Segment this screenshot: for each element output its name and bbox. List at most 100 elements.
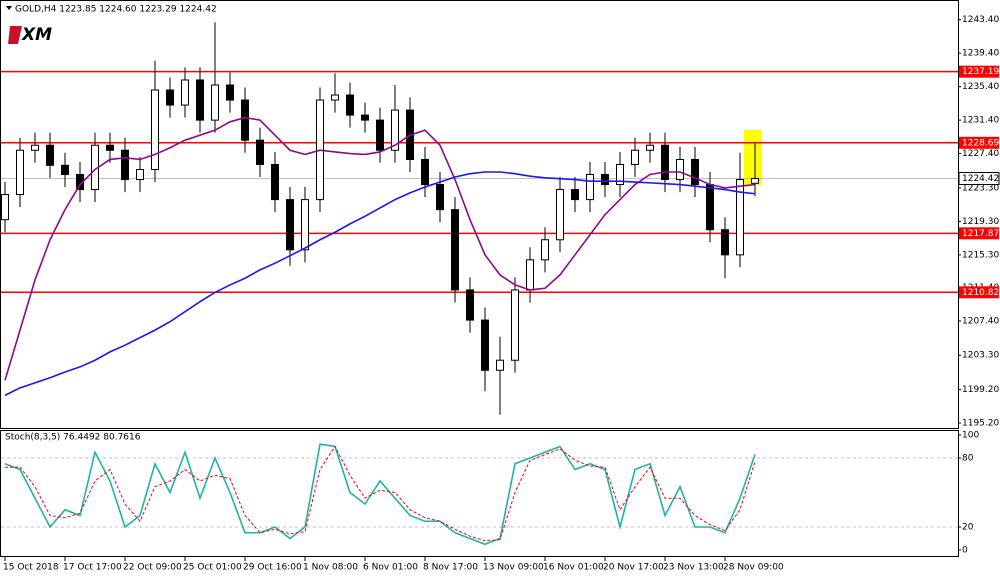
y-tick-label: 1203.30: [962, 351, 999, 361]
candle-body: [586, 174, 594, 201]
candle-body: [706, 184, 714, 231]
candle-body: [301, 199, 309, 251]
candle-body: [181, 79, 189, 106]
candle-body: [166, 89, 174, 106]
x-tick-label: 15 Oct 2018: [3, 563, 59, 573]
candle-body: [376, 119, 384, 151]
level-label-box: [959, 286, 999, 299]
x-tick-label: 1 Nov 08:00: [303, 563, 358, 573]
x-tick-label: 22 Oct 09:00: [123, 563, 182, 573]
candle-body: [661, 144, 669, 181]
y-tick-label: 1235.40: [962, 82, 999, 92]
x-tick-label: 29 Oct 16:00: [243, 563, 302, 573]
y-tick-label: 1219.30: [962, 217, 999, 227]
candle-body: [151, 89, 159, 170]
candle-body: [736, 179, 744, 256]
candle-body: [226, 84, 234, 101]
candle-body: [616, 163, 624, 186]
candle-body: [361, 114, 369, 121]
y-tick-label: 1231.40: [962, 116, 999, 126]
chart-header: GOLD,H4 1223.85 1224.60 1223.29 1224.42: [15, 5, 217, 15]
x-tick-label: 20 Nov 17:00: [603, 563, 664, 573]
menu-arrow: [6, 6, 12, 10]
y-tick-label: 1195.20: [962, 418, 999, 428]
candle-body: [601, 174, 609, 186]
indicator-line: [5, 445, 756, 542]
logo: XM: [8, 25, 52, 45]
y-tick-label: 1227.40: [962, 149, 999, 159]
candle-body: [106, 144, 114, 151]
candle-body: [16, 149, 24, 196]
x-tick-label: 23 Nov 13:00: [663, 563, 724, 573]
logo-mark: [8, 26, 22, 44]
candle-body: [451, 209, 459, 291]
y-tick-label: 1215.30: [962, 250, 999, 260]
x-tick-label: 6 Nov 01:00: [363, 563, 418, 573]
candle-body: [46, 144, 54, 166]
y-tick-label: 0: [962, 546, 968, 556]
level-label: 1217.87: [962, 229, 999, 239]
y-tick-label: 100: [962, 431, 979, 441]
candle-body: [526, 259, 534, 291]
candle-body: [256, 139, 264, 165]
indicator-line: [4, 443, 756, 546]
candle-body: [331, 94, 339, 101]
x-tick-label: 17 Oct 17:00: [63, 563, 122, 573]
x-tick-label: 13 Nov 09:00: [483, 563, 544, 573]
last-price-label: 1224.42: [962, 174, 999, 184]
last-price-box: [958, 172, 1000, 186]
candle-body: [61, 164, 69, 176]
y-tick-label: 80: [962, 454, 974, 464]
x-tick-label: 28 Nov 09:00: [723, 563, 784, 573]
candle-body: [721, 229, 729, 256]
candle-body: [481, 319, 489, 371]
candle-body: [646, 144, 654, 151]
indicator-line: [4, 116, 756, 381]
candle-body: [196, 79, 204, 121]
candle-body: [286, 199, 294, 251]
candle-body: [496, 359, 504, 371]
candle-body: [421, 158, 429, 186]
candle-body: [241, 99, 249, 141]
candle-body: [271, 163, 279, 201]
level-label: 1237.19: [962, 67, 999, 77]
candle-body: [691, 158, 699, 186]
indicator-line: [4, 171, 756, 397]
level-label-box: [959, 227, 999, 240]
highlight-box: [744, 130, 762, 185]
candle-body: [511, 289, 519, 361]
candle-body: [466, 289, 474, 321]
x-tick-label: 16 Nov 01:00: [543, 563, 604, 573]
candle-body: [751, 178, 759, 184]
plot-layer: 1195.201199.201203.301207.401211.401215.…: [1, 15, 1000, 573]
level-label: 1210.82: [962, 288, 999, 298]
candle-body: [211, 84, 219, 121]
indicator-pane: [0, 430, 959, 557]
indicator-header: Stoch(8,3,5) 76.4492 80.7616: [5, 433, 141, 443]
candle-body: [571, 189, 579, 201]
candle-body: [1, 194, 9, 221]
main-pane: [0, 0, 959, 429]
candle-body: [631, 149, 639, 165]
y-tick-label: 1207.40: [962, 316, 999, 326]
candle-body: [121, 149, 129, 181]
y-tick-label: 1239.40: [962, 49, 999, 59]
candle-body: [346, 94, 354, 116]
candle-body: [136, 168, 144, 181]
y-tick-label: 1243.40: [962, 15, 999, 25]
x-tick-label: 8 Nov 17:00: [423, 563, 478, 573]
level-label-box: [959, 136, 999, 149]
candle-body: [391, 109, 399, 151]
x-tick-label: 25 Oct 01:00: [183, 563, 242, 573]
level-label-box: [959, 65, 999, 78]
y-tick-label: 1199.20: [962, 385, 999, 395]
y-tick-label: 20: [962, 523, 974, 533]
candle-body: [436, 184, 444, 211]
candle-body: [31, 144, 39, 151]
y-tick-label: 1223.30: [962, 183, 999, 193]
level-label: 1228.69: [962, 138, 999, 148]
logo-text: XM: [21, 25, 52, 45]
candle-body: [541, 239, 549, 261]
